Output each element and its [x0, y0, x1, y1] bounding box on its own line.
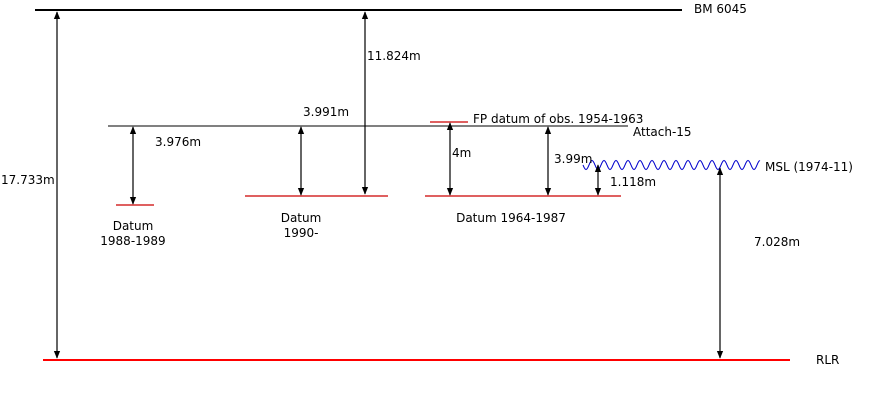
attach-to-datum-1988-label: 3.976m [155, 135, 201, 149]
attach-label: Attach-15 [633, 125, 692, 139]
msl-label: MSL (1974-11) [765, 160, 853, 174]
rlr-label: RLR [816, 353, 839, 367]
attach-to-datum-1990-label: 3.991m [303, 105, 349, 119]
bm-to-rlr-label: 17.733m [1, 173, 55, 187]
datum-1964-label: Datum 1964-1987 [456, 211, 566, 225]
datum-1990-label-line2: 1990- [284, 226, 319, 240]
datum-1988-label-line2: 1988-1989 [100, 234, 165, 248]
msl-wave [582, 159, 761, 171]
msl-to-datum-1964-label: 1.118m [610, 175, 656, 189]
bm-to-datum-1990-label: 11.824m [367, 49, 421, 63]
attach-to-datum-1964-label: 3.99m [554, 152, 592, 166]
datum-1988-label-line1: Datum [113, 219, 154, 233]
datum-1990-label-line1: Datum [281, 211, 322, 225]
msl-to-rlr-label: 7.028m [754, 235, 800, 249]
bm-label: BM 6045 [694, 2, 747, 16]
fp-to-datum-1964-label: 4m [452, 146, 471, 160]
fp-datum-label: FP datum of obs. 1954-1963 [473, 112, 643, 126]
